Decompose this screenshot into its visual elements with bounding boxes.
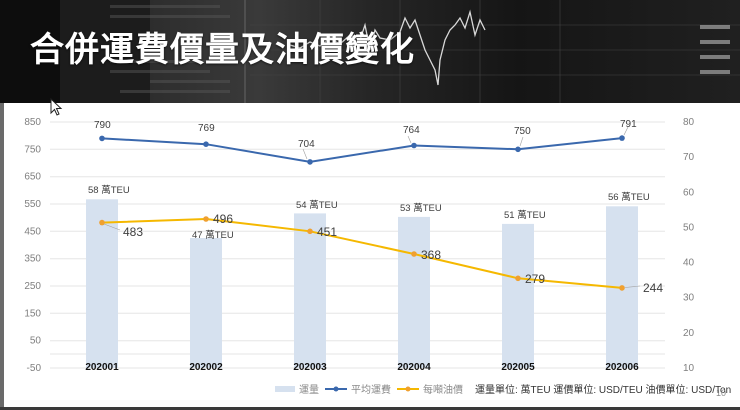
legend-item-freight: 平均運費	[325, 381, 391, 396]
right-axis-tick: 30	[683, 293, 695, 304]
bar-label: 51 萬TEU	[504, 209, 546, 221]
bar-202002	[190, 238, 222, 368]
legend-label: 運量	[299, 385, 319, 396]
bottom-border	[0, 407, 740, 410]
combo-chart: 850 750 650 550 450 350 250 150 50 -50 8…	[24, 117, 695, 374]
oil-point-label: 483	[123, 225, 143, 239]
bar-label: 56 萬TEU	[608, 191, 650, 203]
category-label: 202003	[293, 362, 327, 373]
bar-swatch-icon	[275, 385, 295, 392]
legend-item-oil: 每噸油價	[397, 381, 463, 396]
right-axis-tick: 20	[683, 328, 695, 339]
legend-label: 平均運費	[351, 385, 391, 396]
right-axis-tick: 80	[683, 117, 695, 128]
bar-labels: 58 萬TEU 47 萬TEU 54 萬TEU 53 萬TEU 51 萬TEU …	[88, 184, 650, 241]
oil-point-label: 368	[421, 248, 441, 262]
oil-point-label: 244	[643, 281, 663, 295]
freight-point-label: 791	[620, 119, 637, 130]
stock-chart-background-image	[0, 0, 740, 103]
legend-item-volume: 運量	[275, 381, 319, 396]
right-axis-tick: 60	[683, 187, 695, 198]
bar-label: 58 萬TEU	[88, 184, 130, 196]
oil-point-label: 451	[317, 225, 337, 239]
blue-line-marker-icon	[325, 386, 347, 391]
chart-legend: 運量 平均運費 每噸油價 運量單位: 萬TEU 運價單位: USD/TEU 油價…	[275, 381, 731, 396]
mouse-cursor-icon	[50, 98, 63, 116]
units-note: 運量單位: 萬TEU 運價單位: USD/TEU 油價單位: USD/Ton	[475, 385, 732, 396]
legend-label: 每噸油價	[423, 385, 463, 396]
oil-point-label: 496	[213, 212, 233, 226]
freight-point-label: 704	[298, 139, 315, 150]
left-border	[0, 103, 4, 410]
right-axis-tick: 10	[683, 363, 695, 374]
category-label: 202004	[397, 362, 431, 373]
left-axis-tick: 650	[24, 172, 41, 183]
category-label: 202006	[605, 362, 639, 373]
left-axis-tick: 750	[24, 144, 41, 155]
freight-point-label: 750	[514, 126, 531, 137]
page-number: 10	[716, 388, 727, 398]
right-axis-tick: 50	[683, 222, 695, 233]
freight-point-label: 790	[94, 120, 111, 131]
bar-label: 53 萬TEU	[400, 202, 442, 214]
left-axis-tick: 50	[30, 336, 42, 347]
left-axis-tick: 250	[24, 281, 41, 292]
category-label: 202005	[501, 362, 535, 373]
bar-202005	[502, 223, 534, 368]
left-axis-tick: 150	[24, 308, 41, 319]
left-axis-tick: 550	[24, 199, 41, 210]
gridlines	[50, 121, 665, 369]
left-axis-tick: 850	[24, 117, 41, 128]
bar-202004	[398, 216, 430, 368]
bar-label: 54 萬TEU	[296, 199, 338, 211]
bar-label: 47 萬TEU	[192, 229, 234, 241]
left-axis-tick: 350	[24, 254, 41, 265]
x-axis: 202001 202002 202003 202004 202005 20200…	[85, 362, 639, 373]
freight-point-label: 764	[403, 125, 420, 136]
freight-line-series: 790 769 704 764 750 791	[94, 119, 637, 165]
header-banner: 合併運費價量及油價變化	[0, 0, 740, 103]
volume-bars	[86, 199, 638, 368]
oil-line-series: 483 496 451 368 279 244	[99, 212, 663, 295]
right-axis-tick: 70	[683, 152, 695, 163]
category-label: 202002	[189, 362, 223, 373]
right-axis-tick: 40	[683, 258, 695, 269]
yellow-line-marker-icon	[397, 386, 419, 391]
category-label: 202001	[85, 362, 119, 373]
left-axis-tick: 450	[24, 226, 41, 237]
freight-point-label: 769	[198, 123, 215, 134]
oil-point-label: 279	[525, 272, 545, 286]
page-title: 合併運費價量及油價變化	[30, 30, 415, 70]
bar-202003	[294, 213, 326, 368]
left-axis-tick: -50	[27, 363, 42, 374]
right-axis: 80 70 60 50 40 30 20 10	[683, 117, 695, 374]
left-axis: 850 750 650 550 450 350 250 150 50 -50	[24, 117, 41, 374]
